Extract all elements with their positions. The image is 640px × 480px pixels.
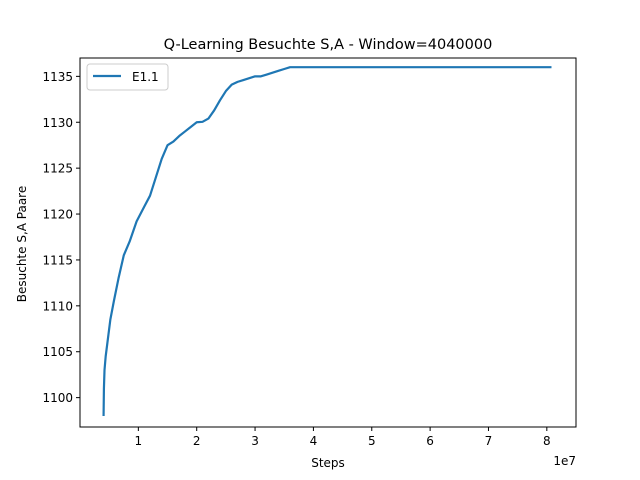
y-axis: 1100 1105 1110 1115 1120 1125 1130 1135 [42, 70, 80, 405]
y-tick-label: 1130 [42, 116, 73, 130]
series-line-e1-1 [102, 66, 552, 417]
x-tick-label: 2 [193, 434, 201, 448]
legend-box [86, 63, 169, 91]
x-tick-label: 8 [543, 434, 551, 448]
y-tick-label: 1125 [42, 162, 73, 176]
y-tick-label: 1115 [42, 253, 73, 267]
x-axis-offset-label: 1e7 [553, 454, 576, 468]
x-tick-label: 3 [251, 434, 259, 448]
legend: E1.1 [86, 63, 169, 91]
y-tick-label: 1100 [42, 391, 73, 405]
x-tick-label: 4 [310, 434, 318, 448]
y-tick-label: 1105 [42, 345, 73, 359]
x-axis: 1 2 3 4 5 6 7 8 [135, 427, 551, 448]
y-axis-label: Besuchte S,A Paare [15, 186, 29, 303]
x-tick-label: 7 [485, 434, 493, 448]
y-tick-label: 1120 [42, 208, 73, 222]
legend-label: E1.1 [132, 70, 159, 84]
plot-frame [79, 57, 577, 428]
x-tick-label: 6 [426, 434, 434, 448]
y-tick-label: 1135 [42, 70, 73, 84]
chart-title: Q-Learning Besuchte S,A - Window=4040000 [164, 37, 493, 53]
plot-area [79, 57, 577, 428]
x-tick-label: 5 [368, 434, 376, 448]
y-tick-label: 1110 [42, 299, 73, 313]
x-axis-label: Steps [311, 456, 345, 470]
x-tick-label: 1 [135, 434, 143, 448]
